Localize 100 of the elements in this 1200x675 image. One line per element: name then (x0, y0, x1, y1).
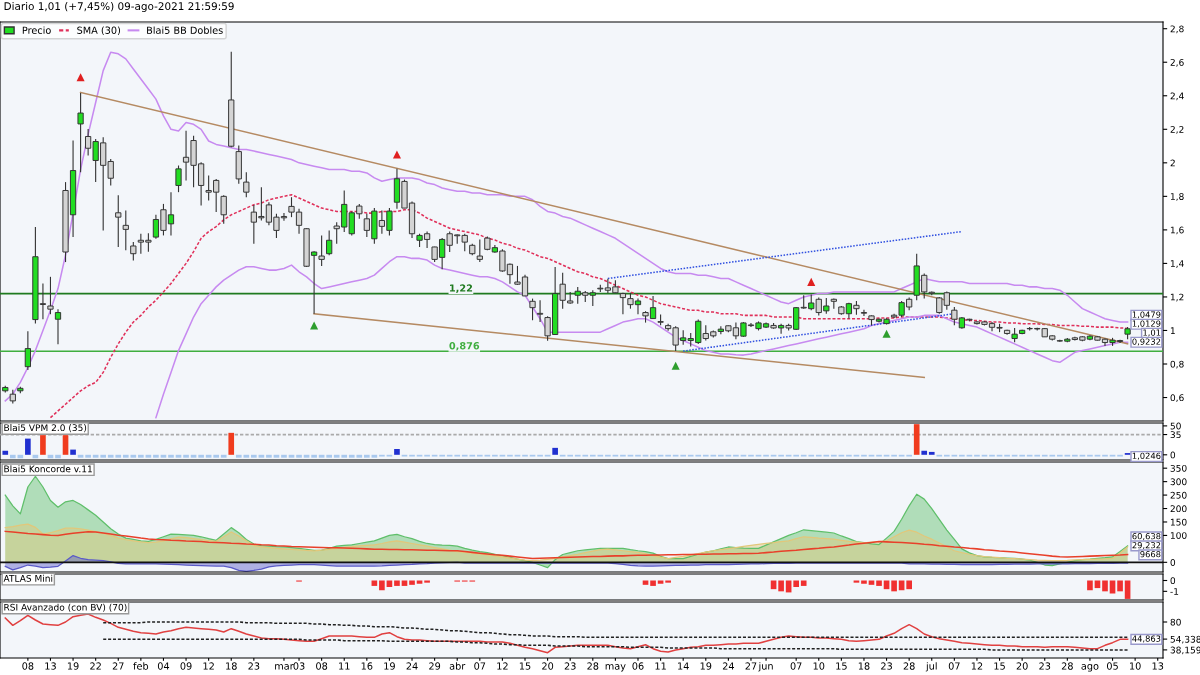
bar (9, 454, 16, 459)
y-tick-label: 0 (1170, 451, 1176, 459)
x-tick-label: ago (1081, 664, 1099, 672)
annotation: 60,638 (1132, 533, 1161, 541)
y-tick-label: 0 (1170, 559, 1176, 566)
bar (258, 454, 265, 458)
ref-line-label: 1,22 (450, 284, 473, 293)
bar (85, 454, 91, 458)
bar (190, 454, 197, 458)
y-tick-label: 0,8 (1170, 360, 1184, 369)
y-tick-label: 2,8 (1170, 25, 1184, 34)
bar (296, 454, 302, 458)
y-tick-label: -1 (1170, 588, 1179, 595)
x-tick-label: 07 (474, 662, 486, 670)
line-series (4, 51, 1129, 402)
point (76, 73, 85, 82)
y-tick-label: 1 (1170, 327, 1175, 334)
bar (205, 454, 212, 458)
bar (145, 454, 152, 458)
y-tick-label: 1,6 (1170, 226, 1184, 235)
bar (311, 454, 317, 458)
x-tick-label: 23 (881, 662, 892, 670)
x-tick-label: 15 (519, 662, 531, 670)
x-tick-label: 28 (1061, 662, 1073, 670)
bar (371, 454, 378, 458)
x-tick-label: 03 (293, 662, 305, 670)
bar (77, 454, 84, 458)
line-series (102, 638, 1129, 651)
x-tick-label: 18 (858, 662, 870, 670)
bar (266, 454, 272, 458)
bar (220, 454, 227, 458)
x-tick-label: 14 (678, 662, 689, 670)
annotation: 1,0246 (1132, 452, 1161, 460)
x-tick-label: jun (758, 662, 773, 672)
y-tick-label: 250 (1170, 491, 1187, 499)
candlestick (536, 299, 544, 323)
bar (928, 451, 935, 455)
x-tick-label: abr (449, 662, 466, 670)
bar (40, 435, 46, 455)
y-tick-label: 300 (1170, 478, 1187, 486)
x-tick-label: 05 (1106, 662, 1118, 670)
line-series (102, 621, 1129, 639)
x-tick-label: 08 (316, 662, 328, 670)
bar (198, 454, 204, 458)
x-tick-label: mar (275, 664, 294, 670)
y-tick-label: 2,2 (1170, 126, 1184, 134)
bar (318, 454, 325, 458)
x-tick-label: 15 (994, 662, 1005, 670)
x-tick-label: 09 (180, 662, 192, 670)
x-tick-label: 04 (157, 662, 170, 670)
point (392, 150, 402, 159)
bar (160, 454, 167, 458)
x-tick-label: 24 (406, 662, 418, 670)
candlestick (860, 309, 868, 317)
x-tick-label: 15 (836, 662, 847, 670)
line-series (155, 255, 1129, 419)
y-tick-label: 1,2 (1170, 293, 1184, 302)
candlestick (529, 298, 536, 321)
ref-line-label: 0,876 (449, 342, 480, 351)
bar (394, 449, 400, 455)
x-tick-label: 13 (1152, 662, 1164, 670)
y-tick-label: 35 (1170, 431, 1181, 439)
bar (70, 449, 76, 455)
point (807, 277, 816, 286)
bar (281, 454, 287, 458)
chart-title: Blai5 VPM 2.0 (35) (4, 424, 87, 433)
y-tick-label: 150 (1170, 518, 1187, 526)
y-tick-label: 200 (1170, 505, 1187, 513)
bar (138, 454, 144, 458)
x-tick-label: 24 (722, 662, 735, 670)
candlestick (326, 229, 333, 256)
y-tick-label: 100 (1170, 532, 1187, 539)
bar (25, 438, 31, 455)
annotation: 1,0129 (1132, 320, 1161, 328)
candlestick (47, 276, 54, 315)
x-tick-label: 28 (903, 662, 915, 670)
y-tick-label: 2,6 (1170, 58, 1184, 67)
x-tick-label: 12 (497, 662, 508, 670)
bar (251, 454, 257, 458)
bar (2, 450, 9, 455)
line-series (4, 613, 1129, 654)
bar (913, 424, 920, 455)
legend-label: SMA (30) (77, 26, 121, 36)
x-tick-label: may (605, 664, 626, 672)
x-tick-label: 28 (587, 662, 599, 670)
x-tick-label: 27 (112, 662, 124, 670)
x-tick-label: 10 (813, 662, 825, 670)
y-tick-label: 1,4 (1170, 260, 1184, 268)
bar (326, 454, 332, 458)
x-tick-label: 07 (790, 662, 802, 670)
x-tick-label: 08 (22, 662, 34, 670)
bar (62, 435, 69, 455)
bar (100, 454, 107, 458)
x-tick-label: feb (133, 662, 149, 670)
x-tick-label: jul (925, 662, 937, 672)
candlestick (24, 330, 31, 371)
chart-title: Diario 1,01 (+7,45%) 09-ago-2021 21:59:59 (4, 2, 234, 13)
bar (183, 454, 189, 458)
bar (273, 454, 280, 458)
chart-title: RSI Avanzado (con BV) (70) (4, 603, 127, 612)
